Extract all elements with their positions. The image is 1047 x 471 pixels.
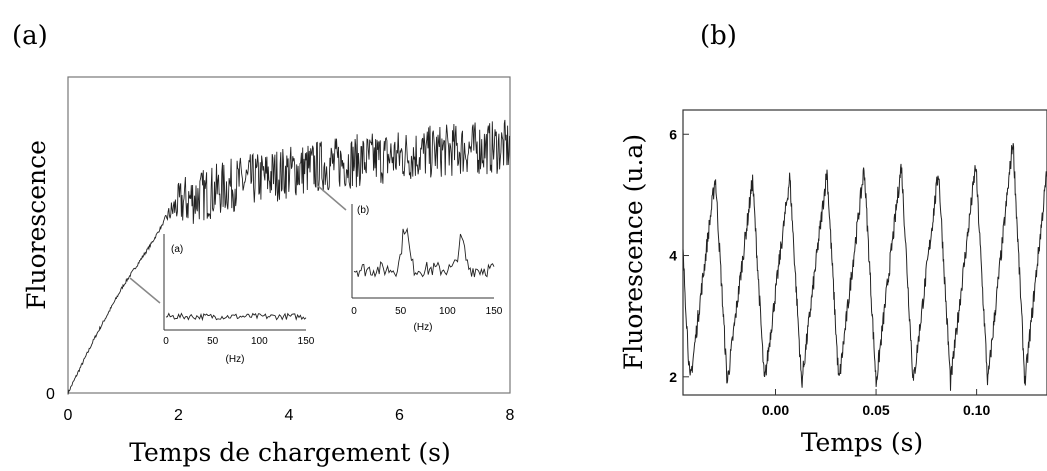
insetA-x-tick-label: 150 <box>298 336 315 347</box>
insetA-x-tick-label: 100 <box>251 336 268 347</box>
panel-a-x-tick-label: 4 <box>285 407 294 424</box>
panel-b: 0.00 0.05 0.10 2 4 6 Temps (s) Fluorescence (… <box>619 109 1047 457</box>
panel-a-fluorescence-line <box>67 119 511 395</box>
panel-a: 0 2 4 6 8 0 Temps de chargement (s) Fluoresc… <box>22 76 515 467</box>
panel-a-series <box>67 119 511 395</box>
panel-b-x-tick-label: 0.05 <box>862 402 889 418</box>
panel-b-axes-ticks: 0.00 0.05 0.10 2 4 6 <box>669 126 990 418</box>
panel-a-label: (a) <box>12 21 48 51</box>
panel-b-y-tick-label: 2 <box>669 369 677 385</box>
inset-a: (a) 0 50 100 150 (Hz) <box>129 234 315 365</box>
panel-a-x-tick-label: 0 <box>64 407 73 424</box>
panel-b-series <box>682 143 1047 391</box>
insetB-x-tick-label: 50 <box>395 306 407 317</box>
panel-b-y-axis-label: Fluorescence (u.a) <box>619 134 648 370</box>
panel-a-y-tick-0: 0 <box>46 386 55 403</box>
inset-a-pointer-line <box>129 277 161 304</box>
panel-a-x-tick-label: 6 <box>395 407 404 424</box>
insetA-x-tick-label: 0 <box>163 336 169 347</box>
panel-a-x-tick-label: 8 <box>506 407 515 424</box>
panel-b-x-axis-label: Temps (s) <box>801 428 923 457</box>
insetA-spectrum-line <box>165 312 307 322</box>
inset-b-ticks: 0 50 100 150 <box>351 306 503 317</box>
panel-b-y-tick-label: 4 <box>669 248 677 264</box>
panel-b-plot-frame <box>682 109 1047 396</box>
insetB-spectrum-line <box>353 227 495 278</box>
panel-a-x-axis: 0 2 4 6 8 <box>64 407 515 424</box>
insetA-x-tick-label: 50 <box>207 336 219 347</box>
inset-b-label: (b) <box>357 205 369 216</box>
panel-a-x-axis-label: Temps de chargement (s) <box>129 438 450 467</box>
panel-a-x-tick-label: 2 <box>174 407 183 424</box>
inset-b: (b) 0 50 100 150 (Hz) <box>317 185 503 333</box>
inset-a-x-label: (Hz) <box>226 354 245 365</box>
panel-b-x-tick-label: 0.00 <box>762 402 789 418</box>
inset-b-pointer-line <box>317 185 347 211</box>
panel-b-label: (b) <box>700 21 737 51</box>
inset-b-x-label: (Hz) <box>414 322 433 333</box>
insetB-x-tick-label: 150 <box>486 306 503 317</box>
panel-b-y-tick-label: 6 <box>669 126 677 142</box>
inset-a-label: (a) <box>171 244 183 255</box>
panel-a-plot-frame <box>67 76 511 394</box>
inset-a-ticks: 0 50 100 150 <box>163 336 315 347</box>
insetB-x-tick-label: 100 <box>439 306 456 317</box>
panel-b-fluorescence-line <box>682 143 1047 391</box>
panel-b-x-tick-label: 0.10 <box>963 402 990 418</box>
insetB-x-tick-label: 0 <box>351 306 357 317</box>
panel-a-y-axis-label: Fluorescence <box>22 140 51 310</box>
